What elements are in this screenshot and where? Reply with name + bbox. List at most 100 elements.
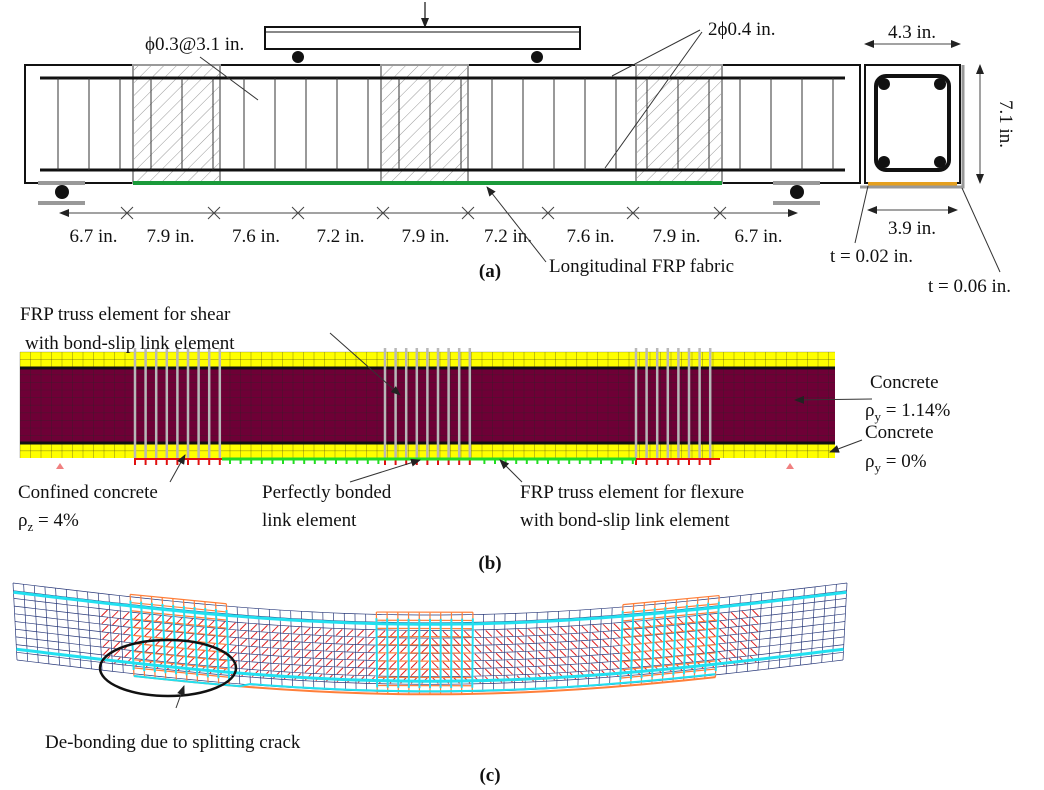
section-width: 4.3 in. — [888, 22, 936, 43]
crack — [284, 665, 290, 671]
frp-wrap — [130, 594, 226, 603]
crack — [379, 669, 385, 675]
crack — [719, 652, 725, 658]
crack — [486, 646, 492, 652]
crack — [464, 654, 470, 660]
load-beam — [265, 27, 580, 49]
crack — [517, 668, 523, 674]
crack — [614, 624, 620, 630]
flexure-label: FRP truss element for flexure — [520, 482, 744, 503]
crack — [475, 669, 481, 675]
crack — [464, 639, 470, 645]
dimension-label: 6.7 in. — [734, 226, 782, 247]
crack — [582, 634, 588, 640]
crack — [518, 637, 524, 643]
dimension-label: 7.9 in. — [401, 226, 449, 247]
crack — [464, 669, 470, 675]
crack — [592, 648, 598, 654]
crack — [496, 638, 502, 644]
crack — [422, 670, 428, 676]
crack — [602, 663, 608, 669]
bonded-label: link element — [262, 510, 357, 531]
crack — [666, 642, 672, 648]
dimension-labels: 6.7 in.7.9 in.7.6 in.7.2 in.7.9 in.7.2 i… — [69, 226, 782, 247]
crack — [485, 654, 491, 660]
crack — [593, 625, 599, 631]
crack — [209, 636, 215, 642]
crack — [666, 657, 672, 663]
crack — [507, 668, 513, 674]
support — [56, 463, 64, 469]
crack — [337, 668, 343, 674]
crack — [167, 655, 173, 661]
crack — [326, 644, 332, 650]
crack — [464, 631, 470, 637]
crack — [187, 634, 193, 640]
crack — [273, 657, 279, 663]
crack — [240, 631, 246, 637]
crack — [113, 634, 119, 640]
crack — [645, 652, 651, 658]
crack — [602, 655, 608, 661]
crack — [507, 653, 513, 659]
crack — [199, 651, 205, 657]
crack — [688, 632, 694, 638]
crack — [337, 652, 343, 658]
crack — [570, 657, 576, 663]
ratio-label: ρy = 1.14% — [865, 400, 950, 424]
crack — [719, 637, 725, 643]
crack — [315, 636, 321, 642]
crack — [305, 666, 311, 672]
crack — [454, 654, 460, 660]
panel-b: FRP truss element for shear with bond-sl… — [18, 304, 950, 574]
crack — [592, 656, 598, 662]
crack — [347, 668, 353, 674]
crack — [720, 629, 726, 635]
crack — [230, 638, 236, 644]
crack — [294, 643, 300, 649]
crack — [676, 656, 682, 662]
crack — [560, 650, 566, 656]
crack — [432, 639, 438, 645]
crack — [188, 650, 194, 656]
crack — [336, 637, 342, 643]
crack — [124, 635, 130, 641]
crack — [709, 638, 715, 644]
confined-label: Confined concrete — [18, 482, 158, 503]
crack — [103, 641, 109, 647]
crack — [411, 654, 417, 660]
crack — [187, 627, 193, 633]
crack — [550, 628, 556, 634]
crack — [667, 627, 673, 633]
crack — [518, 645, 524, 651]
leader — [487, 187, 546, 262]
crack — [644, 659, 650, 665]
crack — [337, 660, 343, 666]
crack — [134, 621, 140, 627]
caption: (b) — [478, 553, 501, 574]
crack — [400, 654, 406, 660]
crack — [710, 622, 716, 628]
crack — [135, 652, 141, 658]
section-bar — [934, 156, 946, 168]
crack — [751, 648, 757, 654]
crack — [624, 646, 630, 652]
section-height: 7.1 in. — [995, 100, 1016, 148]
crack — [475, 638, 481, 644]
crack — [156, 647, 162, 653]
crack — [241, 654, 247, 660]
crack — [263, 664, 269, 670]
crack — [273, 641, 279, 647]
crack — [475, 654, 481, 660]
crack — [571, 642, 577, 648]
crack — [666, 650, 672, 656]
crack — [528, 644, 534, 650]
crack — [252, 663, 258, 669]
crack — [752, 610, 758, 616]
dimension-label: 6.7 in. — [69, 226, 117, 247]
crack — [740, 650, 746, 656]
crack — [549, 666, 555, 672]
crack — [613, 654, 619, 660]
crack — [464, 662, 470, 668]
crack — [730, 628, 736, 634]
